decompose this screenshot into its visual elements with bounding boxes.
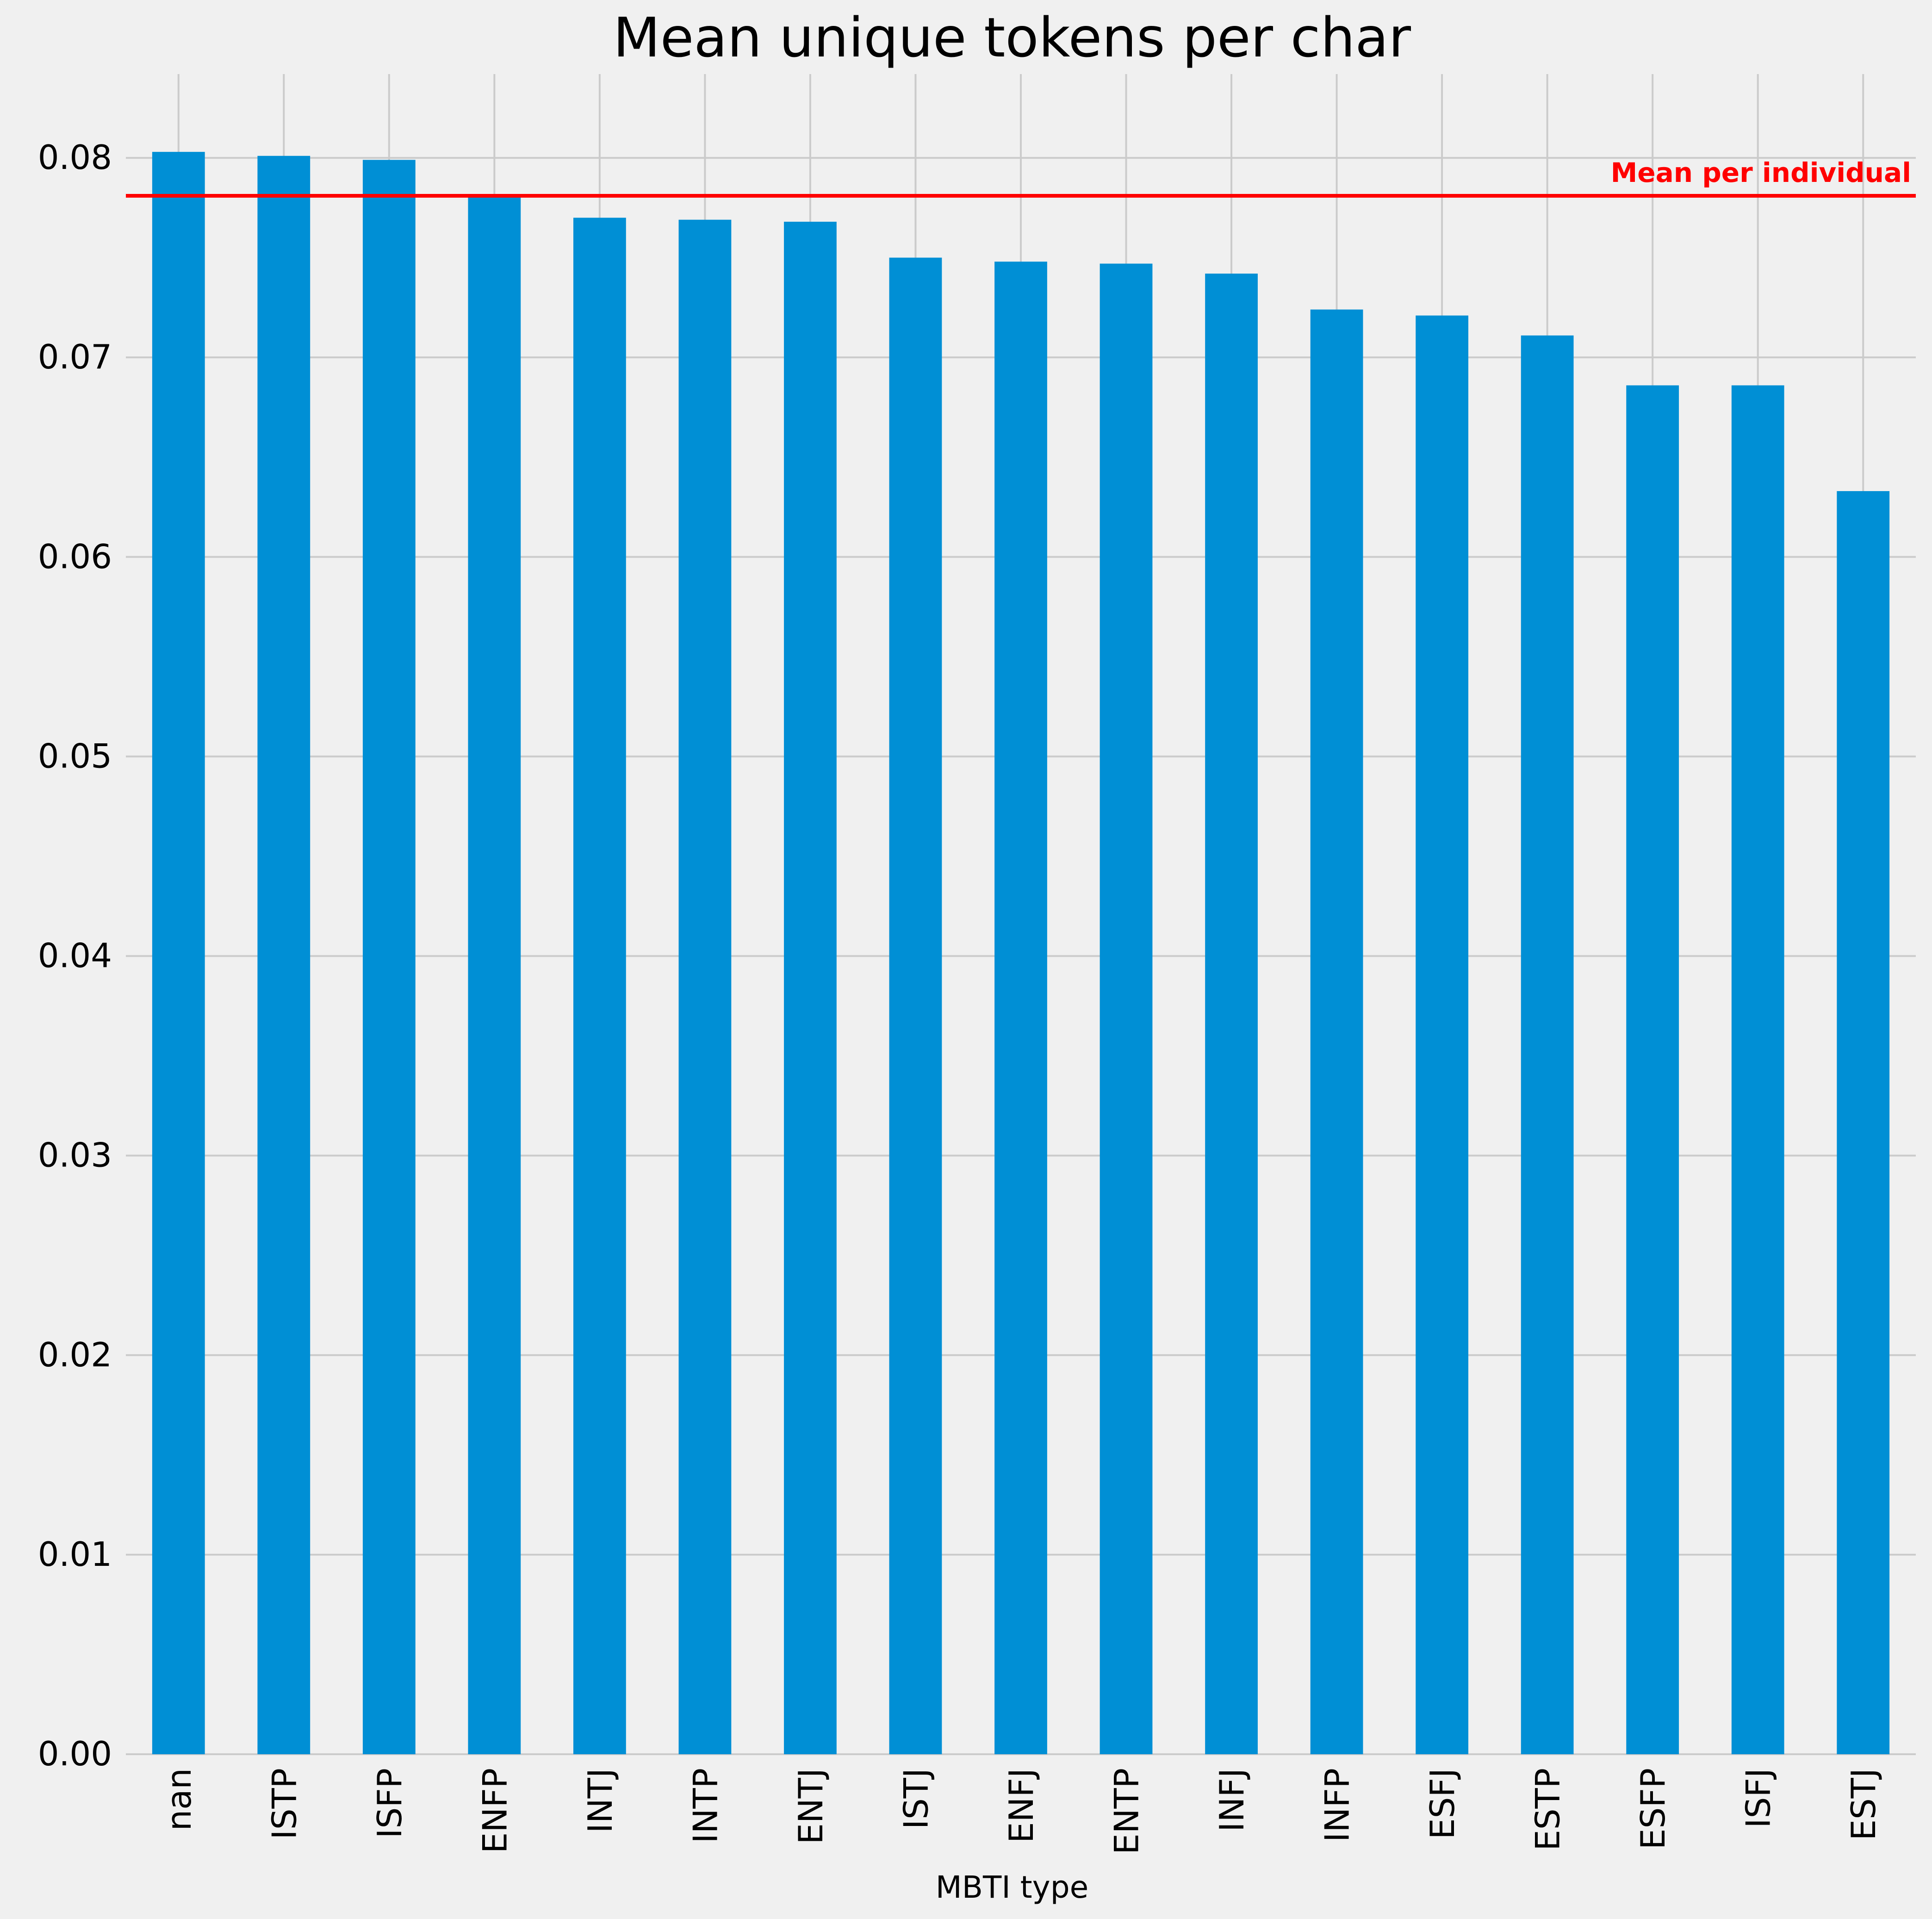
x-tick-label-istp: ISTP — [265, 1768, 304, 1839]
bar-estp — [1521, 335, 1574, 1754]
x-tick-label-enfj: ENFJ — [1002, 1768, 1041, 1843]
y-tick-label: 0.01 — [38, 1535, 112, 1574]
y-tick-label: 0.07 — [38, 337, 112, 376]
bar-enfp — [468, 195, 521, 1755]
x-tick-label-esfp: ESFP — [1634, 1768, 1672, 1850]
y-tick-label: 0.05 — [38, 736, 112, 775]
bar-infp — [1310, 309, 1363, 1755]
x-tick-label-istj: ISTJ — [896, 1768, 935, 1829]
x-tick-label-isfj: ISFJ — [1739, 1768, 1778, 1828]
x-axis-label: MBTI type — [936, 1869, 1088, 1905]
bar-enfj — [994, 262, 1047, 1754]
y-tick-label: 0.00 — [38, 1734, 112, 1773]
y-tick-label: 0.06 — [38, 537, 112, 576]
bar-istj — [889, 257, 942, 1755]
bar-intj — [573, 218, 626, 1754]
x-tick-label-entp: ENTP — [1107, 1768, 1146, 1855]
y-tick-label: 0.04 — [38, 936, 112, 975]
x-tick-label-intp: INTP — [686, 1768, 725, 1844]
x-tick-label-estp: ESTP — [1528, 1768, 1567, 1851]
reference-line-layer: Mean per individual — [126, 157, 1916, 198]
reference-line-label: Mean per individual — [1611, 157, 1911, 188]
y-tick-label: 0.02 — [38, 1335, 112, 1374]
x-tick-label-esfj: ESFJ — [1423, 1768, 1462, 1839]
bar-estj — [1837, 491, 1890, 1754]
chart-title: Mean unique tokens per char — [613, 6, 1411, 69]
bar-esfj — [1416, 315, 1468, 1754]
bar-entp — [1100, 263, 1153, 1754]
bar-isfp — [362, 160, 416, 1754]
bar-esfp — [1626, 385, 1679, 1755]
bar-isfj — [1731, 385, 1784, 1755]
x-tick-label-intj: INTJ — [581, 1768, 620, 1833]
bar-intp — [678, 219, 732, 1755]
x-tick-label-entj: ENTJ — [791, 1768, 830, 1844]
bar-entj — [784, 222, 837, 1754]
x-tick-label-infj: INFJ — [1212, 1768, 1251, 1832]
x-tick-label-estj: ESTJ — [1844, 1768, 1883, 1840]
bars-layer — [152, 152, 1890, 1755]
y-axis: 0.00 0.01 0.02 0.03 0.04 0.05 0.06 0.07 0.08 — [38, 138, 112, 1773]
x-tick-label-enfp: ENFP — [475, 1768, 514, 1853]
x-axis: nan ISTP ISFP ENFP INTJ INTP ENTJ ISTJ ENFJ ENTP I… — [160, 1768, 1883, 1855]
bar-infj — [1205, 274, 1258, 1754]
x-tick-label-infp: INFP — [1318, 1768, 1357, 1842]
bar-nan — [152, 152, 205, 1754]
x-tick-label-nan: nan — [160, 1768, 199, 1831]
x-tick-label-isfp: ISFP — [370, 1768, 409, 1838]
y-tick-label: 0.08 — [38, 138, 112, 177]
bar-istp — [257, 156, 311, 1754]
y-tick-label: 0.03 — [38, 1136, 112, 1175]
